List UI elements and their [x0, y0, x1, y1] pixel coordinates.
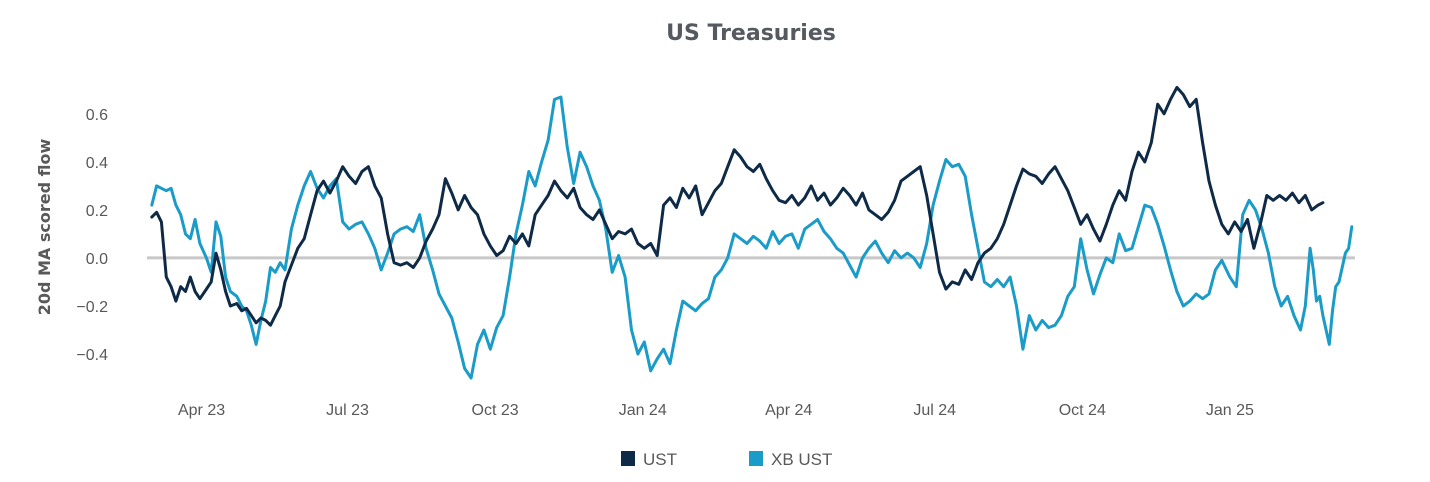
y-tick-label: 0.2 — [86, 203, 108, 220]
x-tick-label: Apr 24 — [765, 402, 812, 419]
x-tick-label: Jan 25 — [1206, 402, 1254, 419]
x-tick-label: Oct 24 — [1059, 402, 1106, 419]
y-tick-label: 0.4 — [86, 155, 108, 172]
series-line-xb-ust — [150, 95, 1354, 380]
legend-label: UST — [643, 450, 677, 469]
y-axis-label: 20d MA scored flow — [35, 139, 54, 316]
legend-label: XB UST — [771, 450, 832, 469]
x-tick-label: Oct 23 — [472, 402, 519, 419]
y-tick-label: −0.4 — [76, 347, 108, 364]
chart-legend: UST XB UST — [621, 450, 832, 469]
legend-swatch — [749, 451, 763, 466]
series-line-ust — [150, 85, 1325, 327]
x-tick-labels: Apr 23 Jul 23 Oct 23 Jan 24 Apr 24 Jul 24 Oct … — [178, 402, 1254, 419]
y-tick-label: 0.6 — [86, 107, 108, 124]
chart-title: US Treasuries — [666, 21, 836, 46]
x-tick-label: Apr 23 — [178, 402, 225, 419]
y-tick-label: −0.2 — [76, 299, 108, 316]
series-lines — [150, 85, 1354, 380]
y-tick-labels: 0.6 0.4 0.2 0.0 −0.2 −0.4 — [76, 107, 108, 364]
x-tick-label: Jul 24 — [913, 402, 956, 419]
x-tick-label: Jul 23 — [326, 402, 369, 419]
y-tick-label: 0.0 — [86, 251, 108, 268]
legend-swatch — [621, 451, 635, 466]
x-tick-label: Jan 24 — [619, 402, 667, 419]
